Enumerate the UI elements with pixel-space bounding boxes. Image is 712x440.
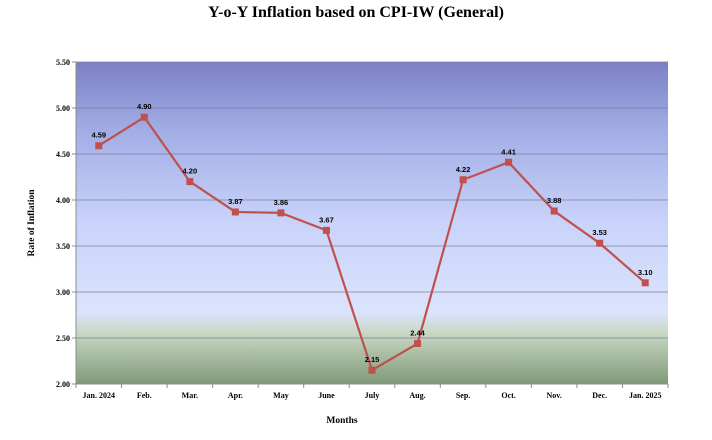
chart-title: Y-o-Y Inflation based on CPI-IW (General… <box>208 4 504 21</box>
x-tick-label: Oct. <box>501 391 515 400</box>
x-tick-label: Aug. <box>409 391 425 400</box>
x-tick-label: Jan. 2024 <box>83 391 115 400</box>
y-tick-label: 5.00 <box>56 104 70 113</box>
data-label: 3.86 <box>274 198 289 207</box>
data-point <box>95 142 103 150</box>
y-axis-label: Rate of Inflation <box>27 189 37 257</box>
data-label: 2.15 <box>365 355 380 364</box>
data-point <box>231 208 239 216</box>
x-axis-label: Months <box>326 416 357 426</box>
series-inflation: 4.59 4.90 4.20 3.87 3.86 3.67 2.15 2.44 4.22 4.41… <box>91 102 653 374</box>
data-point <box>186 178 194 186</box>
y-tick-label: 2.50 <box>56 334 70 343</box>
plot-area <box>76 62 668 384</box>
x-tick-label: May <box>273 391 289 400</box>
data-point <box>459 176 467 184</box>
x-axis-ticks: Jan. 2024 Feb. Mar. Apr. May June July Aug. Sep.… <box>75 384 669 400</box>
data-label: 3.53 <box>592 228 607 237</box>
data-label: 4.90 <box>137 102 152 111</box>
y-tick-label: 3.50 <box>56 242 70 251</box>
data-point <box>505 158 513 166</box>
data-label: 3.67 <box>319 215 334 224</box>
y-axis-ticks: 2.00 2.50 3.00 3.50 4.00 4.50 5.00 5.50 <box>56 58 76 389</box>
x-tick-label: Feb. <box>137 391 152 400</box>
data-point <box>140 113 148 121</box>
x-tick-label: July <box>365 391 380 400</box>
y-tick-label: 5.50 <box>56 58 70 67</box>
x-tick-label: Dec. <box>592 391 607 400</box>
x-tick-label: June <box>318 391 335 400</box>
x-tick-label: Apr. <box>228 391 243 400</box>
data-point <box>550 207 558 215</box>
data-point <box>322 226 330 234</box>
data-label: 3.10 <box>638 268 653 277</box>
x-tick-label: Mar. <box>182 391 198 400</box>
data-label: 4.41 <box>501 147 516 156</box>
data-point <box>596 239 604 247</box>
data-label: 3.88 <box>547 196 562 205</box>
data-label: 2.44 <box>410 329 425 338</box>
data-point <box>414 340 422 348</box>
data-label: 4.59 <box>91 131 106 140</box>
x-tick-label: Jan. 2025 <box>629 391 661 400</box>
y-tick-label: 3.00 <box>56 288 70 297</box>
x-tick-label: Sep. <box>456 391 470 400</box>
x-tick-label: Nov. <box>546 391 561 400</box>
data-point <box>368 366 376 374</box>
data-label: 3.87 <box>228 197 243 206</box>
y-tick-label: 4.00 <box>56 196 70 205</box>
gridlines <box>76 61 668 339</box>
data-point <box>641 279 649 287</box>
data-label: 4.22 <box>456 165 471 174</box>
data-label: 4.20 <box>183 167 198 176</box>
y-tick-label: 2.00 <box>56 380 70 389</box>
y-tick-label: 4.50 <box>56 150 70 159</box>
data-point <box>277 209 285 217</box>
